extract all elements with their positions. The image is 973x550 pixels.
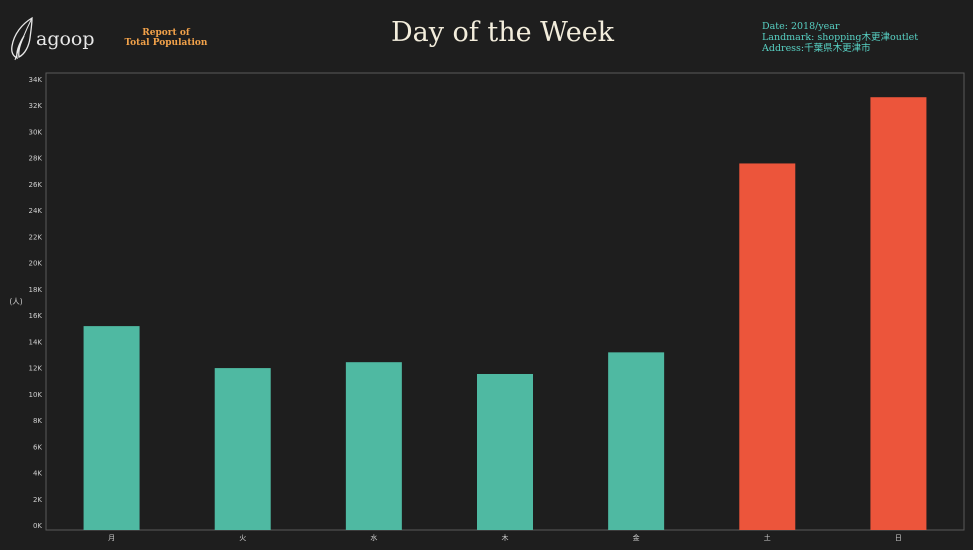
report-header: agoop Report of Total Population Day of … bbox=[0, 0, 973, 70]
y-tick-label: 6K bbox=[33, 443, 42, 451]
x-tick-label: 月 bbox=[108, 534, 115, 542]
y-tick-label: 4K bbox=[33, 470, 42, 478]
report-label-line2: Total Population bbox=[124, 38, 208, 48]
y-tick-label: 30K bbox=[29, 128, 43, 136]
y-tick-label: 14K bbox=[29, 338, 43, 346]
y-axis-label: (人) bbox=[9, 297, 22, 306]
y-tick-label: 2K bbox=[33, 496, 42, 504]
y-tick-label: 8K bbox=[33, 417, 42, 425]
meta-date: Date: 2018/year bbox=[762, 21, 840, 32]
y-tick-label: 32K bbox=[29, 102, 43, 110]
bars bbox=[83, 97, 927, 530]
bar-0[interactable] bbox=[83, 326, 140, 530]
meta-landmark: Landmark: shopping木更津outlet bbox=[762, 32, 919, 43]
x-tick-label: 土 bbox=[764, 533, 771, 542]
x-tick-label: 水 bbox=[370, 533, 377, 542]
y-tick-label: 28K bbox=[29, 155, 43, 163]
y-tick-label: 12K bbox=[29, 365, 43, 373]
y-tick-label: 10K bbox=[29, 391, 43, 399]
x-tick-label: 火 bbox=[239, 534, 246, 542]
y-tick-label: 0K bbox=[33, 522, 42, 530]
y-tick-label: 22K bbox=[29, 233, 43, 241]
x-tick-label: 金 bbox=[633, 533, 640, 542]
agoop-logo: agoop bbox=[8, 16, 95, 62]
meta-address: Address:千葉県木更津市 bbox=[762, 43, 871, 54]
x-axis-ticks: 月火水木金土日 bbox=[108, 533, 902, 542]
y-tick-label: 34K bbox=[29, 76, 43, 84]
report-label: Report of Total Population bbox=[112, 28, 220, 48]
bar-1[interactable] bbox=[214, 368, 271, 530]
meta-info: Date: 2018/year Landmark: shopping木更津out… bbox=[762, 21, 918, 54]
y-tick-label: 26K bbox=[29, 181, 43, 189]
x-tick-label: 木 bbox=[502, 533, 509, 542]
bar-3[interactable] bbox=[477, 373, 533, 530]
y-axis-ticks: 0K 2K 4K 6K 8K 10K 12K 14K 16K 18K 20K 22K 24K 26K 28K… bbox=[29, 76, 43, 530]
report-label-line1: Report of bbox=[142, 28, 190, 38]
y-tick-label: 18K bbox=[29, 286, 43, 294]
bar-6[interactable] bbox=[870, 97, 927, 530]
bar-5[interactable] bbox=[739, 163, 796, 530]
feather-quill-icon bbox=[11, 16, 33, 61]
logo-wordmark: agoop bbox=[36, 28, 95, 50]
y-tick-label: 16K bbox=[29, 312, 43, 320]
x-tick-label: 日 bbox=[895, 534, 902, 542]
bar-2[interactable] bbox=[345, 362, 402, 530]
page-title: Day of the Week bbox=[390, 17, 615, 48]
y-tick-label: 24K bbox=[29, 207, 43, 215]
y-tick-label: 20K bbox=[29, 260, 43, 268]
bar-4[interactable] bbox=[608, 352, 665, 530]
bar-chart: 0K 2K 4K 6K 8K 10K 12K 14K 16K 18K 20K 22K 24K 26K 28K… bbox=[9, 72, 965, 542]
